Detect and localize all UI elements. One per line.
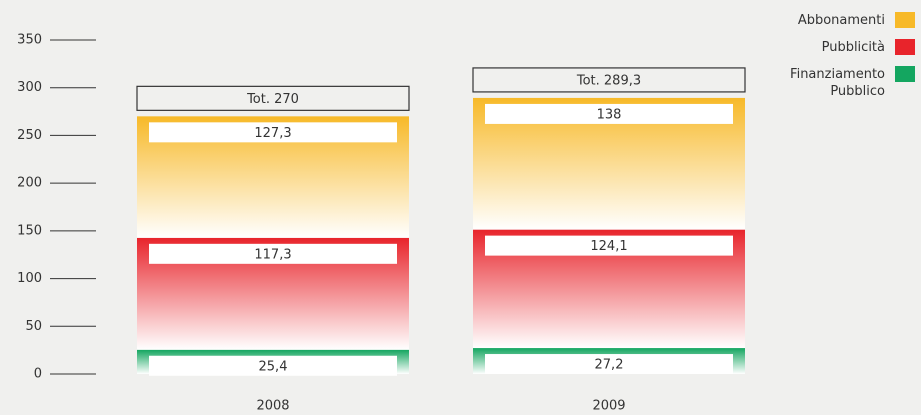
- y-tick-label: 350: [17, 33, 42, 48]
- label-box: [149, 243, 397, 264]
- total-label: Tot. 270: [246, 92, 299, 107]
- y-tick-label: 300: [17, 80, 42, 95]
- value-label: 127,3: [254, 126, 291, 141]
- legend-label: Pubblicità: [821, 40, 885, 55]
- legend-item: Finanziamento Pubblico: [765, 66, 915, 100]
- total-label: Tot. 289,3: [576, 73, 641, 88]
- value-label: 25,4: [259, 359, 288, 374]
- y-tick-label: 250: [17, 128, 42, 143]
- y-tick-label: 50: [25, 319, 42, 334]
- label-box: [485, 235, 733, 256]
- label-box: [149, 122, 397, 143]
- total-box: [472, 67, 746, 93]
- label-box: [485, 103, 733, 124]
- label-box: [149, 355, 397, 376]
- value-label: 138: [597, 107, 622, 122]
- x-tick-label: 2008: [256, 399, 289, 414]
- y-tick-label: 150: [17, 223, 42, 238]
- value-label: 27,2: [595, 358, 624, 373]
- x-tick-label: 2009: [592, 399, 625, 414]
- legend-item: Abbonamenti: [765, 12, 915, 29]
- legend-swatch: [895, 66, 915, 82]
- value-label: 117,3: [254, 247, 291, 262]
- legend-label: Finanziamento Pubblico: [790, 67, 885, 99]
- legend-label: Abbonamenti: [797, 13, 885, 28]
- y-tick-label: 200: [17, 176, 42, 191]
- legend-item: Pubblicità: [765, 39, 915, 56]
- label-box: [485, 354, 733, 375]
- y-tick-label: 0: [34, 367, 42, 382]
- total-box: [136, 85, 410, 111]
- value-label: 124,1: [590, 239, 627, 254]
- y-tick-label: 100: [17, 271, 42, 286]
- legend-swatch: [895, 39, 915, 55]
- legend-swatch: [895, 12, 915, 28]
